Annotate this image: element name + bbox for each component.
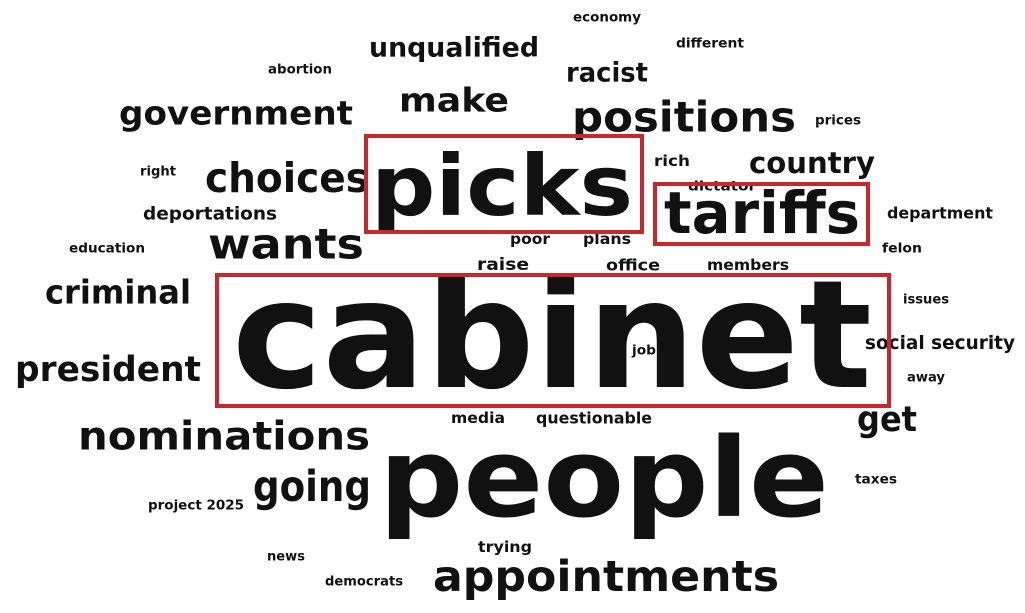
word: taxes	[855, 473, 897, 488]
word: government	[119, 94, 353, 133]
word: criminal	[45, 273, 191, 312]
word: choices	[205, 154, 369, 202]
word: prices	[815, 114, 861, 129]
word: positions	[572, 93, 796, 142]
word: cabinet	[232, 249, 872, 423]
word: education	[69, 242, 145, 257]
highlight-box	[364, 134, 644, 234]
word: wants	[208, 220, 364, 269]
word: appointments	[433, 552, 779, 602]
word: president	[15, 350, 201, 390]
word: abortion	[268, 63, 332, 78]
word: away	[907, 371, 946, 386]
word: questionable	[536, 409, 652, 428]
word: country	[749, 146, 875, 180]
word: news	[267, 550, 305, 565]
word: issues	[903, 293, 949, 308]
word: going	[253, 462, 371, 512]
word: felon	[882, 242, 922, 257]
word: department	[887, 204, 993, 223]
word: trying	[478, 538, 532, 556]
word: economy	[573, 11, 642, 26]
highlight-box	[653, 182, 870, 246]
word: poor	[510, 230, 551, 248]
word: media	[451, 409, 505, 427]
word: make	[399, 81, 509, 120]
word: job	[631, 344, 656, 359]
word: deportations	[143, 204, 277, 225]
word: plans	[583, 230, 631, 248]
highlight-box	[215, 273, 891, 408]
word: tariffs	[664, 179, 860, 247]
word: rich	[654, 152, 690, 170]
word: project 2025	[148, 499, 244, 514]
word: nominations	[78, 415, 370, 460]
word: picks	[371, 137, 633, 235]
words: economy different unqualified abortion racis…	[15, 11, 1016, 603]
word: different	[676, 37, 744, 52]
word: right	[140, 165, 176, 180]
word: racist	[566, 58, 648, 89]
word: raise	[477, 255, 529, 275]
word: unqualified	[369, 33, 539, 64]
word: office	[606, 256, 660, 275]
word: members	[707, 256, 789, 274]
word: people	[379, 414, 829, 542]
word: social security	[865, 332, 1016, 354]
word: democrats	[325, 575, 403, 590]
